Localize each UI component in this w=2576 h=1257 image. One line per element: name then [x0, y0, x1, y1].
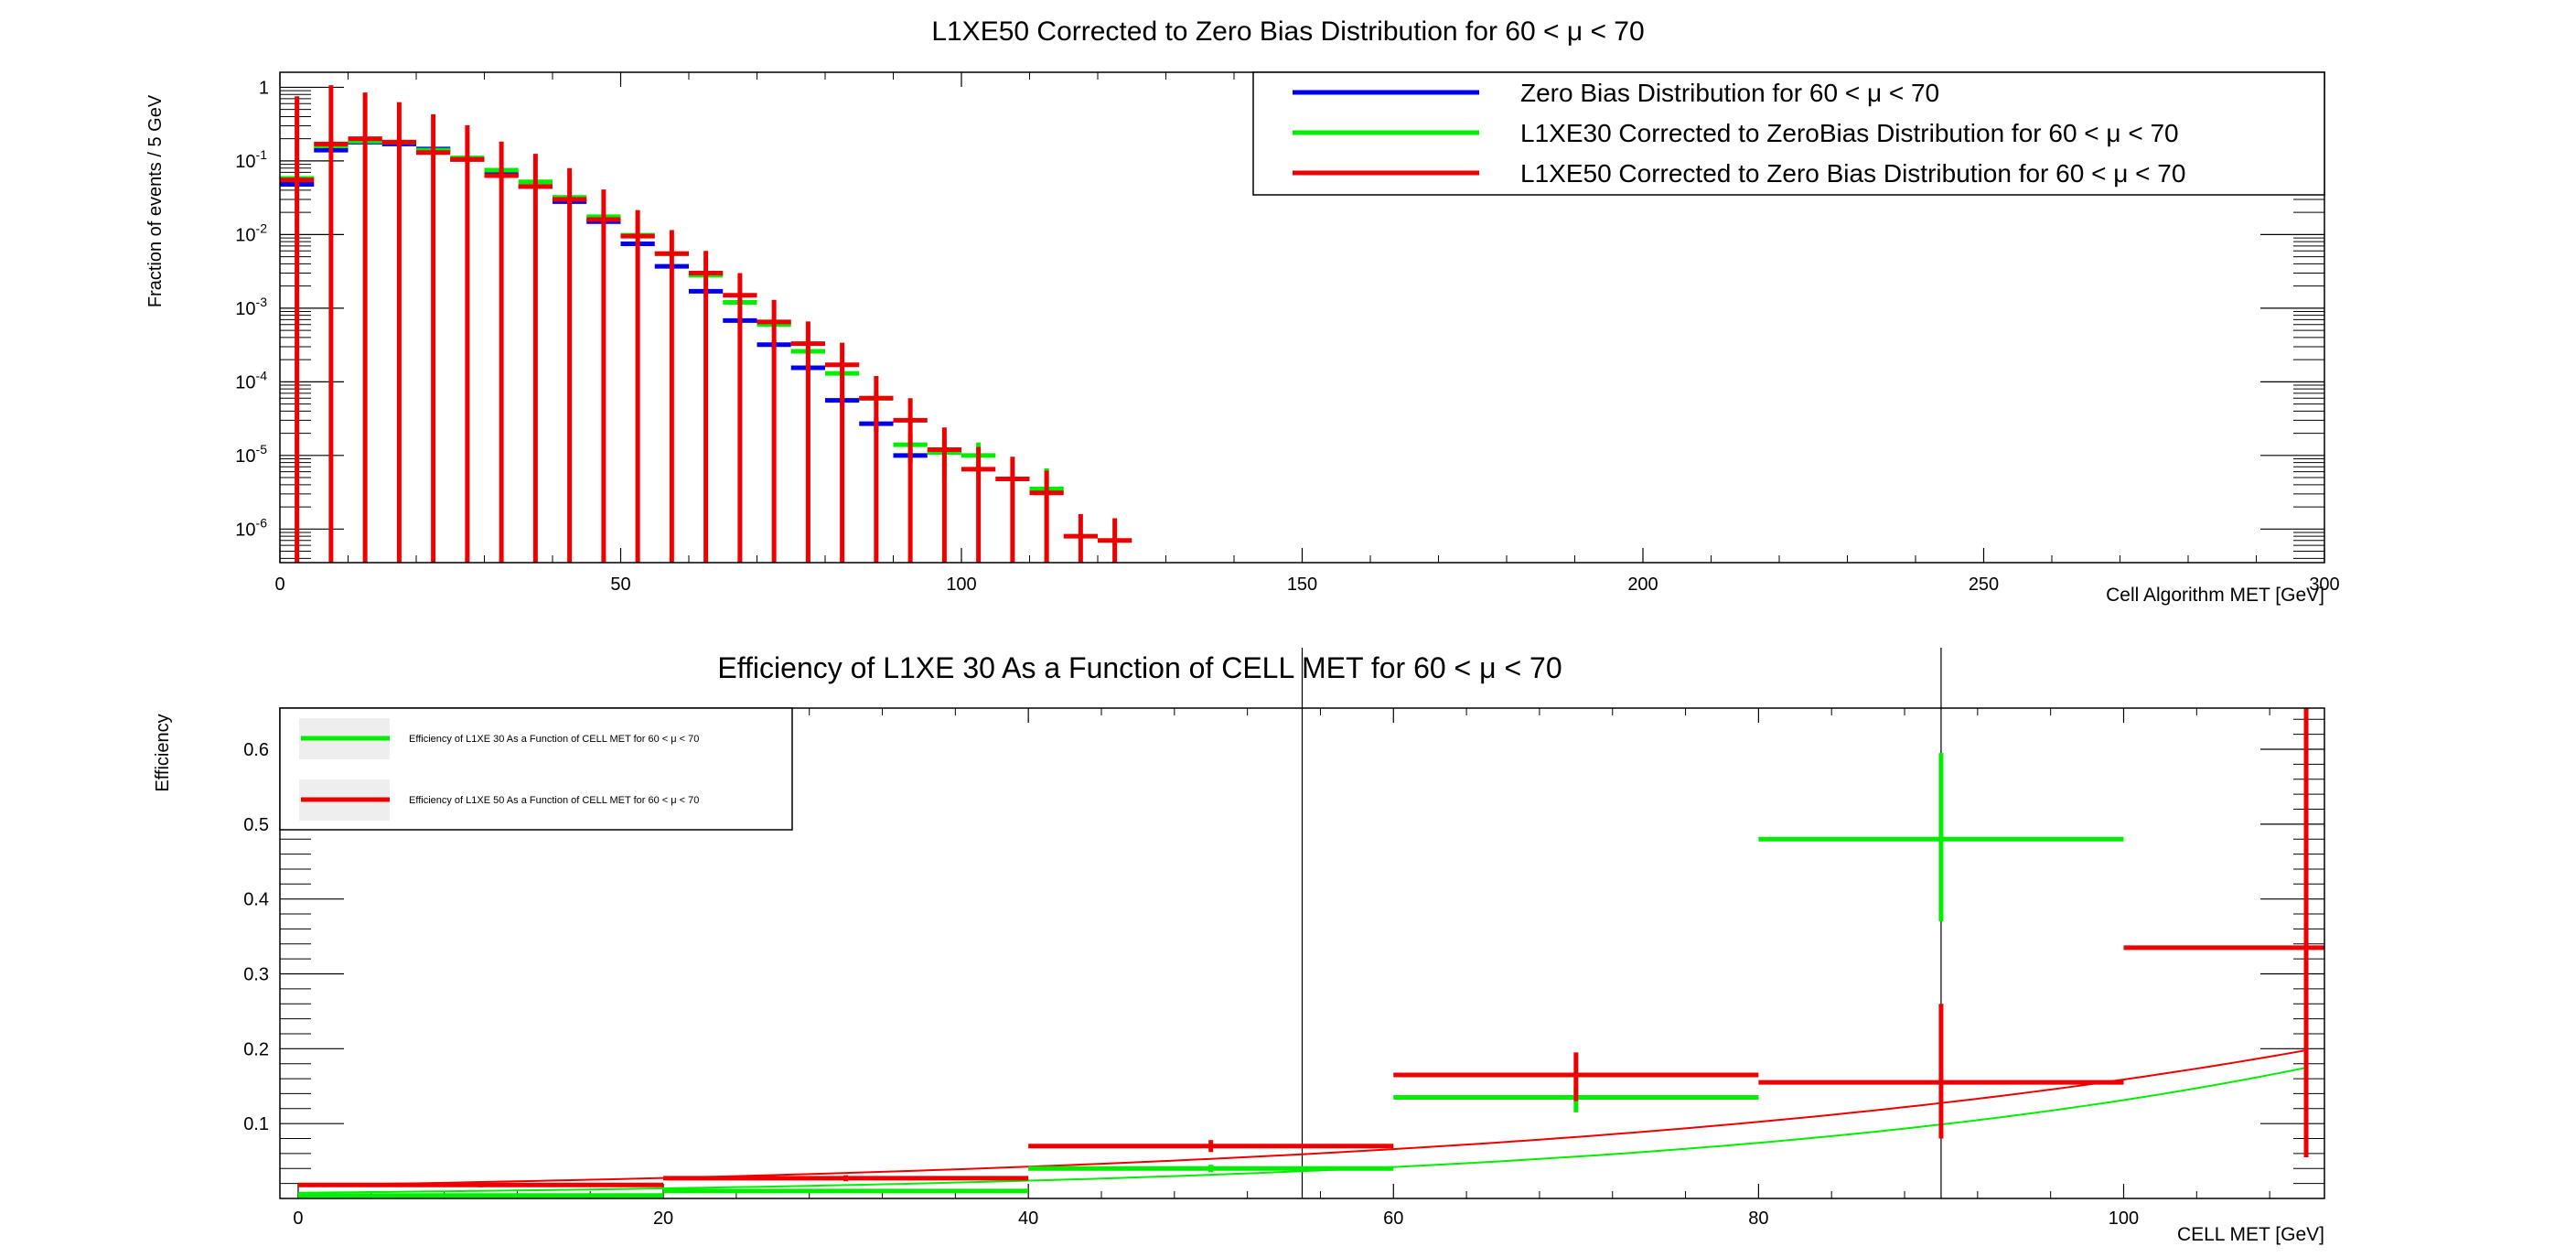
bottom-x-tick-label: 40: [1018, 1209, 1038, 1229]
top-data-marks: [280, 85, 1132, 563]
top-y-tick-label: 10-4: [235, 368, 267, 392]
top-y-axis-label: Fraction of events / 5 GeV: [145, 94, 166, 307]
top-x-tick-label: 300: [2309, 575, 2339, 595]
top-x-tick-label: 50: [610, 575, 630, 595]
top-y-tick-label: 10-3: [235, 295, 267, 319]
bottom-y-axis-label: Efficiency: [153, 714, 173, 791]
top-x-tick-label: 100: [946, 575, 976, 595]
bottom-series-1-fit-curve: [297, 1049, 2307, 1187]
top-y-tick-label: 10-1: [235, 147, 267, 172]
bottom-x-axis-label: CELL MET [GeV]: [2177, 1224, 2324, 1245]
bottom-y-tick-label: 0.4: [243, 890, 269, 910]
top-x-tick-label: 250: [1969, 575, 1999, 595]
bottom-x-tick-label: 100: [2109, 1209, 2139, 1229]
bottom-y-tick-label: 0.5: [243, 815, 269, 835]
top-x-tick-label: 0: [274, 575, 284, 595]
bottom-y-tick-label: 0.3: [243, 965, 269, 985]
bottom-x-tick-label: 20: [653, 1209, 673, 1229]
bottom-chart: Efficiency of L1XE 30 As a Function of C…: [153, 648, 2325, 1245]
legend-label-l1xe30-efficiency: Efficiency of L1XE 30 As a Function of C…: [409, 734, 699, 745]
bottom-x-tick-label: 60: [1383, 1209, 1403, 1229]
top-x-tick-label: 150: [1287, 575, 1317, 595]
legend-label-l1xe50-corrected: L1XE50 Corrected to Zero Bias Distributi…: [1520, 159, 2185, 188]
bottom-y-tick-label: 0.1: [243, 1114, 269, 1134]
top-chart: L1XE50 Corrected to Zero Bias Distributi…: [145, 16, 2340, 606]
top-x-axis-label: Cell Algorithm MET [GeV]: [2106, 585, 2324, 606]
bottom-plot-frame: [279, 707, 2325, 1199]
top-y-tick-label: 1: [259, 78, 269, 98]
legend-label-l1xe30-corrected: L1XE30 Corrected to ZeroBias Distributio…: [1520, 119, 2179, 147]
bottom-y-tick-label: 0.2: [243, 1039, 269, 1059]
top-y-tick-label: 10-2: [235, 220, 267, 245]
bottom-series-0-fit-curve: [297, 1067, 2307, 1194]
bottom-x-tick-label: 80: [1748, 1209, 1768, 1229]
top-chart-title: L1XE50 Corrected to Zero Bias Distributi…: [931, 16, 1644, 47]
bottom-x-tick-label: 0: [293, 1209, 303, 1229]
top-y-tick-label: 10-5: [235, 442, 267, 467]
bottom-data-marks: [297, 708, 2324, 1198]
bottom-legend: Efficiency of L1XE 30 As a Function of C…: [279, 707, 793, 831]
top-legend: Zero Bias Distribution for 60 < μ < 70 L…: [1252, 71, 2325, 196]
top-y-tick-label: 10-6: [235, 515, 267, 540]
top-x-tick-label: 200: [1627, 575, 1658, 595]
bottom-axes: 0 20 40 60 80 100 0.1 0.2 0.3 0.4 0.5 0.6: [243, 708, 2324, 1229]
legend-label-l1xe50-efficiency: Efficiency of L1XE 50 As a Function of C…: [409, 795, 699, 806]
bottom-chart-title: Efficiency of L1XE 30 As a Function of C…: [717, 651, 1562, 684]
legend-label-zero-bias: Zero Bias Distribution for 60 < μ < 70: [1520, 79, 1939, 107]
bottom-y-tick-label: 0.6: [243, 740, 269, 760]
